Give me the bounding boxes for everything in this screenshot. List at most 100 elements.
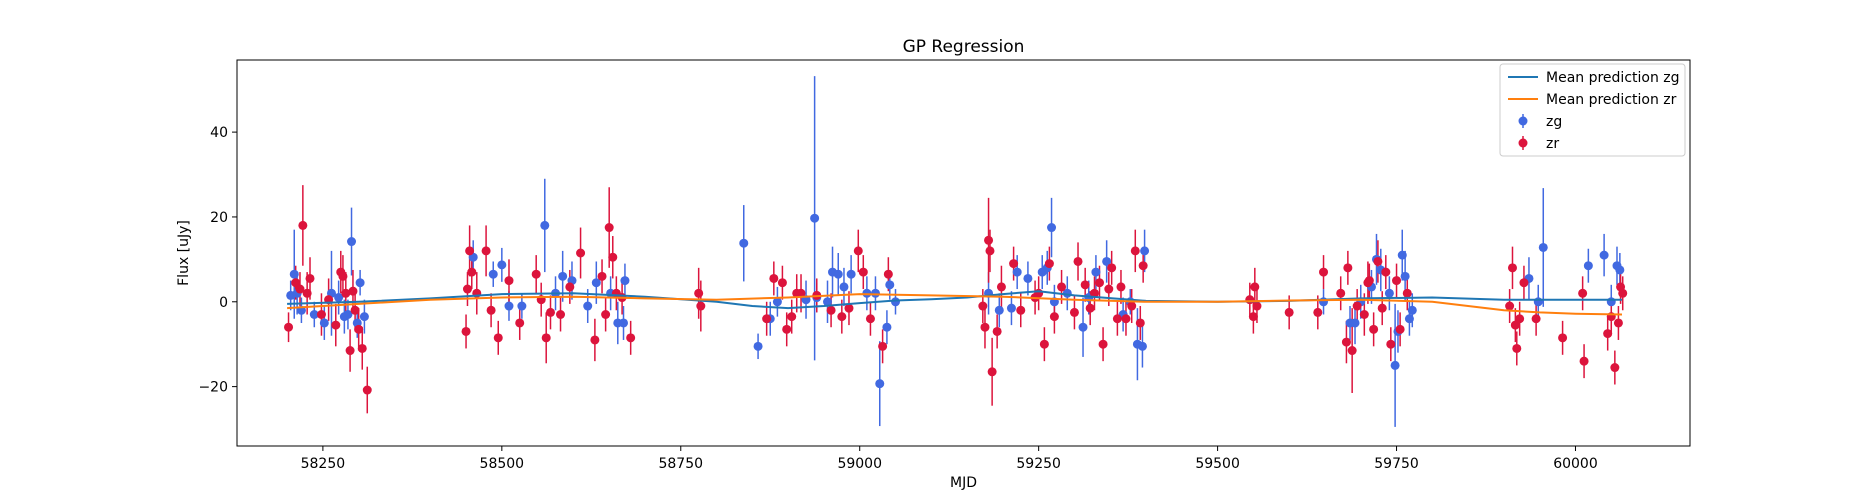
zg-point [319, 318, 329, 328]
zr-point [504, 276, 514, 286]
zr-point [878, 341, 888, 351]
x-tick-label: 59500 [1195, 456, 1240, 472]
zg-point [870, 288, 880, 298]
zr-point [576, 248, 586, 258]
zr-point [1381, 267, 1391, 277]
zr-point [865, 314, 875, 324]
zr-point [985, 246, 995, 256]
zg-point [558, 271, 568, 281]
legend-label: zg [1546, 114, 1562, 130]
zr-point [601, 310, 611, 320]
y-tick-label: 40 [210, 125, 228, 141]
zg-point [619, 318, 629, 328]
zr-point [1603, 329, 1613, 339]
legend-swatch-zg-marker [1518, 116, 1528, 126]
zr-point [694, 288, 704, 298]
y-tick-label: −20 [198, 380, 228, 396]
zr-point [546, 307, 556, 317]
zr-point [1618, 288, 1628, 298]
zr-point [1009, 259, 1019, 269]
zr-point [1505, 301, 1515, 311]
zg-point [994, 305, 1004, 315]
zg-point [540, 220, 550, 230]
zr-point [992, 326, 1002, 336]
zr-point [493, 333, 503, 343]
zr-point [837, 312, 847, 322]
zr-point [1080, 280, 1090, 290]
zg-point [1006, 303, 1016, 313]
zr-point [604, 223, 614, 233]
zr-point [1130, 246, 1140, 256]
zr-point [1284, 307, 1294, 317]
legend: Mean prediction zg Mean prediction zr zg… [1499, 63, 1686, 157]
zg-point [1400, 271, 1410, 281]
zg-point [583, 301, 593, 311]
zr-point [853, 246, 863, 256]
zr-point [1319, 267, 1329, 277]
zr-point [858, 267, 868, 277]
zg-point [1397, 250, 1407, 260]
zr-point [541, 333, 551, 343]
x-tick-label: 58250 [301, 456, 346, 472]
zr-point [1392, 276, 1402, 286]
zr-point [1512, 343, 1522, 353]
zr-point [1248, 312, 1258, 322]
zg-point [739, 238, 749, 248]
zr-point [782, 324, 792, 334]
zr-point [338, 271, 348, 281]
zg-point [885, 280, 895, 290]
zg-point [833, 269, 843, 279]
zr-point [1578, 288, 1588, 298]
zr-point [1039, 339, 1049, 349]
zr-point [1352, 301, 1362, 311]
mean-prediction-lines [287, 290, 1623, 316]
zg-point [1615, 265, 1625, 275]
zr-point [1402, 288, 1412, 298]
zr-point [1369, 324, 1379, 334]
zr-point [465, 246, 475, 256]
zr-point [996, 282, 1006, 292]
zr-point [1127, 301, 1137, 311]
zr-point [984, 235, 994, 245]
zr-point [486, 305, 496, 315]
zr-point [295, 284, 305, 294]
zg-point [1078, 322, 1088, 332]
zr-point [1107, 263, 1117, 273]
zr-point [302, 288, 312, 298]
legend-label: zr [1546, 136, 1559, 152]
zr-point [357, 343, 367, 353]
zr-point [762, 314, 772, 324]
zr-point [350, 305, 360, 315]
zr-point [826, 305, 836, 315]
zg-point [823, 297, 833, 307]
zg-point [839, 282, 849, 292]
zr-point [565, 282, 575, 292]
zr-point [1519, 278, 1529, 288]
zg-point [1091, 267, 1101, 277]
zr-point [467, 267, 477, 277]
zr-point [844, 303, 854, 313]
zr-point [1034, 288, 1044, 298]
zg-point [497, 260, 507, 270]
zr-point [1373, 256, 1383, 266]
zr-point [1016, 305, 1026, 315]
zg-point [334, 293, 344, 303]
zr-point [1085, 303, 1095, 313]
zr-point [531, 269, 541, 279]
zr-point [341, 288, 351, 298]
zg-point [891, 297, 901, 307]
zr-point [462, 284, 472, 294]
zr-point [1135, 318, 1145, 328]
zr-point [362, 385, 372, 395]
zr-point [1069, 307, 1079, 317]
zr-point [1336, 288, 1346, 298]
legend-label: Mean prediction zg [1546, 70, 1680, 86]
zg-point [875, 379, 885, 389]
zr-point [1343, 263, 1353, 273]
zg-point [289, 269, 299, 279]
zr-point [787, 312, 797, 322]
zr-point [345, 346, 355, 356]
zg-point [1599, 250, 1609, 260]
zr-point [354, 324, 364, 334]
